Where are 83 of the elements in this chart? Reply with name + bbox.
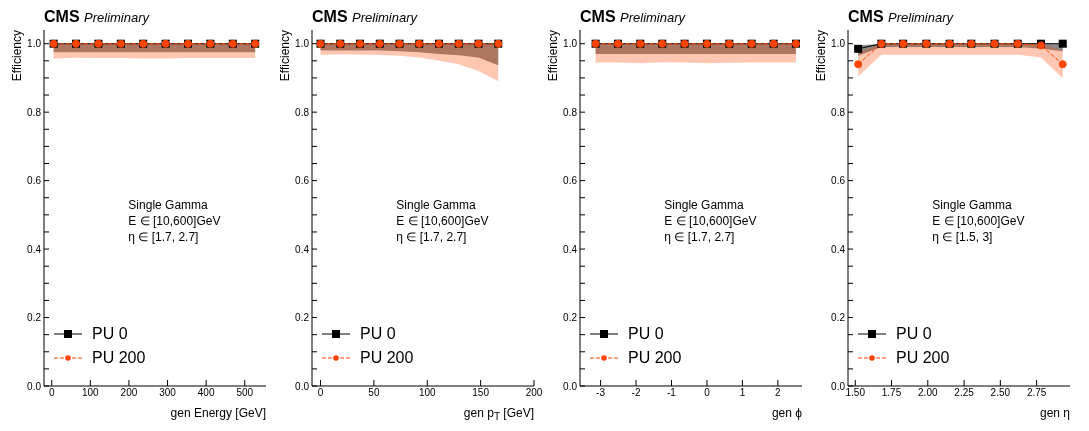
y-tick-label: 0.4 — [295, 243, 310, 255]
annotation: E ∈ [10,600]GeV — [128, 213, 221, 230]
chart-subtitle: Preliminary — [620, 10, 686, 25]
y-tick-label: 0.0 — [563, 380, 578, 392]
annotation: Single Gamma — [664, 197, 745, 214]
y-tick-label: 0.8 — [563, 106, 578, 118]
x-tick-label: 2.50 — [990, 387, 1011, 399]
y-axis-title: Efficiency — [814, 30, 828, 84]
y-tick-label: 0.4 — [27, 243, 42, 255]
y-tick-label: 0.6 — [563, 175, 578, 187]
y-tick-label: 1.0 — [27, 38, 42, 50]
y-tick-label: 0.0 — [27, 380, 42, 392]
x-tick-label: 150 — [472, 387, 490, 399]
annotation: η ∈ [1.5, 3] — [932, 229, 994, 246]
x-tick-label: 1.50 — [845, 387, 866, 399]
x-axis-title: gen η — [1039, 406, 1070, 420]
x-tick-label: 0 — [317, 387, 324, 399]
legend-label: PU 200 — [360, 349, 414, 367]
x-tick-label: 300 — [159, 387, 177, 399]
x-tick-label: 0 — [48, 387, 55, 399]
y-tick-label: 1.0 — [831, 38, 846, 50]
annotation: η ∈ [1.7, 2.7] — [128, 229, 200, 246]
y-axis-title: Efficiency — [10, 30, 24, 84]
chart-subtitle: Preliminary — [84, 10, 150, 25]
x-tick-label: 0 — [704, 387, 711, 399]
y-tick-label: 0.2 — [831, 312, 846, 324]
x-tick-label: 2 — [775, 387, 782, 399]
annotation: E ∈ [10,600]GeV — [396, 213, 489, 230]
x-tick-label: 100 — [418, 387, 437, 399]
y-tick-label: 0.2 — [27, 312, 42, 324]
x-tick-label: 1.75 — [881, 387, 902, 399]
x-tick-label: 1 — [739, 387, 746, 399]
legend-label: PU 0 — [896, 325, 932, 343]
legend-label: PU 200 — [896, 349, 950, 367]
chart-title: CMS — [44, 8, 80, 25]
chart-title: CMS — [580, 8, 616, 25]
y-tick-label: 0.6 — [831, 175, 846, 187]
y-tick-label: 0.8 — [831, 106, 846, 118]
x-axis-title: gen ϕ — [771, 406, 802, 420]
annotation: η ∈ [1.7, 2.7] — [664, 229, 736, 246]
chart-title: CMS — [848, 8, 884, 25]
x-tick-label: 2.75 — [1026, 387, 1047, 399]
x-axis-title: gen Energy [GeV] — [170, 406, 266, 420]
x-tick-label: -1 — [667, 387, 677, 399]
x-tick-label: 200 — [525, 387, 543, 399]
legend-label: PU 0 — [628, 325, 664, 343]
y-tick-label: 0.8 — [27, 106, 42, 118]
annotation: Single Gamma — [932, 197, 1013, 214]
x-tick-label: 200 — [120, 387, 138, 399]
y-tick-label: 1.0 — [563, 38, 578, 50]
y-tick-label: 0.4 — [563, 243, 578, 255]
annotation: E ∈ [10,600]GeV — [664, 213, 757, 230]
x-axis-title: gen p$_{T}$ [GeV] — [463, 406, 534, 423]
annotation: Single Gamma — [396, 197, 477, 214]
x-tick-label: 500 — [236, 387, 254, 399]
x-tick-label: 400 — [197, 387, 215, 399]
y-tick-label: 0.6 — [295, 175, 310, 187]
chart-subtitle: Preliminary — [888, 10, 954, 25]
x-tick-label: 2.00 — [918, 387, 938, 399]
x-tick-label: 2.25 — [954, 387, 975, 399]
chart-subtitle: Preliminary — [352, 10, 418, 25]
y-tick-label: 0.8 — [295, 106, 310, 118]
y-tick-label: 0.4 — [831, 243, 846, 255]
y-axis-title: Efficiency — [278, 30, 292, 84]
x-tick-label: 50 — [368, 387, 380, 399]
x-tick-label: 100 — [81, 387, 100, 399]
legend-label: PU 200 — [92, 349, 146, 367]
legend-label: PU 200 — [628, 349, 682, 367]
y-tick-label: 0.0 — [295, 380, 310, 392]
annotation: E ∈ [10,600]GeV — [932, 213, 1025, 230]
legend-label: PU 0 — [92, 325, 128, 343]
y-tick-label: 0.2 — [295, 312, 310, 324]
x-tick-label: -2 — [631, 387, 641, 399]
legend-label: PU 0 — [360, 325, 396, 343]
y-axis-title: Efficiency — [546, 30, 560, 84]
y-tick-label: 0.0 — [831, 380, 846, 392]
y-tick-label: 0.6 — [27, 175, 42, 187]
y-tick-label: 1.0 — [295, 38, 310, 50]
annotation: Single Gamma — [128, 197, 209, 214]
chart-title: CMS — [312, 8, 348, 25]
x-tick-label: -3 — [596, 387, 606, 399]
annotation: η ∈ [1.7, 2.7] — [396, 229, 468, 246]
y-tick-label: 0.2 — [563, 312, 578, 324]
